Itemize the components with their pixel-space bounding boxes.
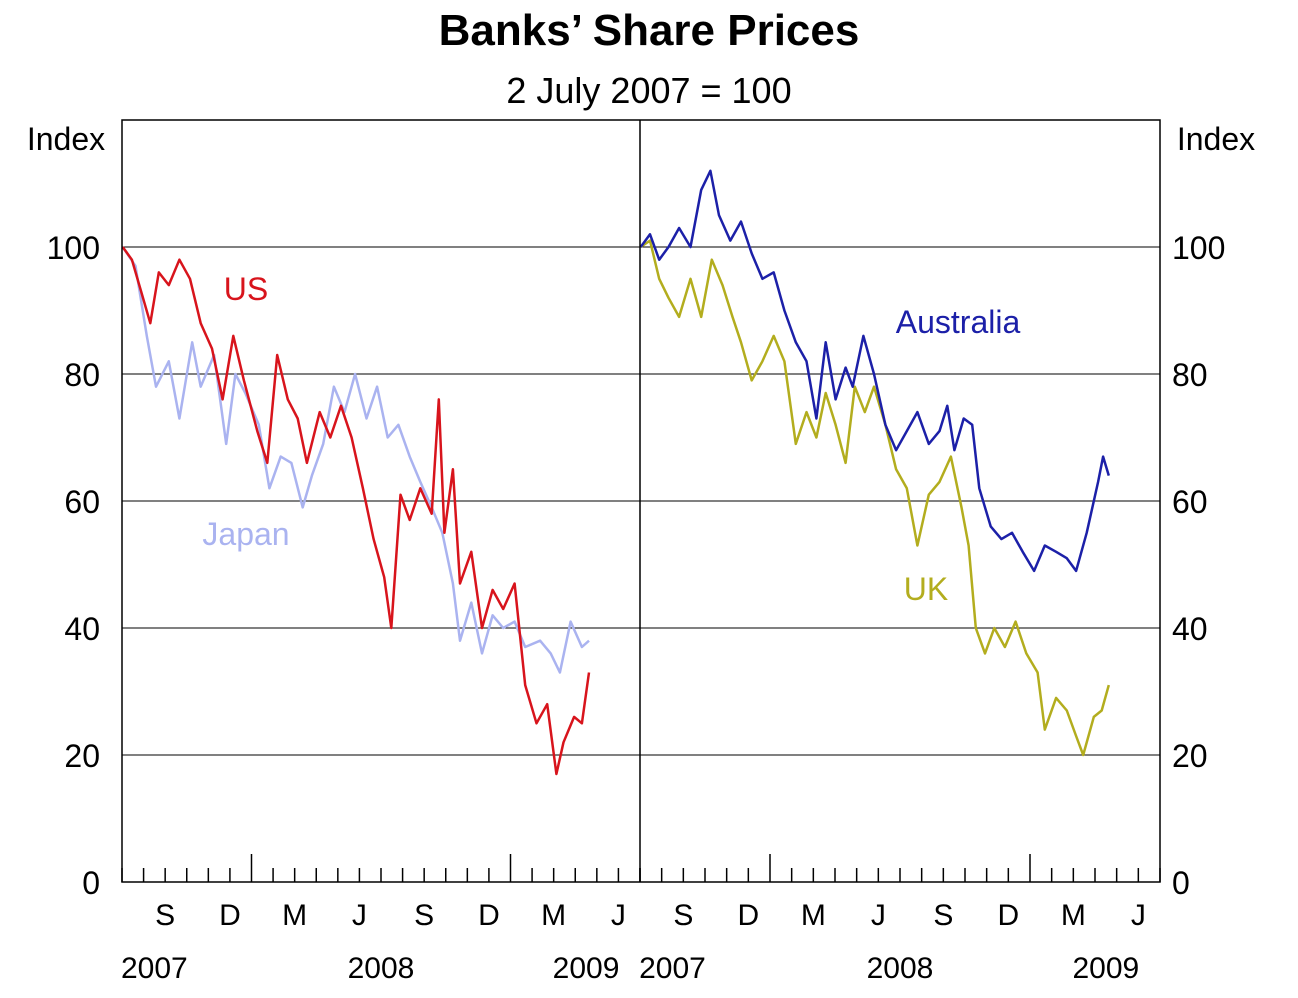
y-tick-label-left: 100	[47, 230, 100, 266]
y-tick-label-left: 80	[64, 357, 100, 393]
y-tick-label-left: 20	[64, 738, 100, 774]
y-tick-label-right: 60	[1172, 484, 1208, 520]
y-tick-label-left: 40	[64, 611, 100, 647]
series-label-australia: Australia	[896, 304, 1021, 340]
x-year-label: 2008	[348, 952, 415, 985]
x-month-label: J	[611, 899, 626, 932]
series-line-uk	[639, 239, 1111, 757]
y-tick-label-right: 20	[1172, 738, 1208, 774]
x-year-label: 2009	[1072, 952, 1139, 985]
grid-lines	[122, 246, 1160, 756]
chart-subtitle: 2 July 2007 = 100	[506, 70, 792, 111]
x-month-label: D	[478, 899, 500, 932]
y-tick-label-right: 100	[1172, 230, 1225, 266]
series-label-us: US	[224, 271, 268, 307]
y-axis-label-right: Index	[1177, 121, 1255, 157]
series-line-us	[121, 246, 591, 776]
x-month-label: J	[352, 899, 367, 932]
axis-labels: 0 0 20 20 40 40 60 60 80 80 100 100 S D M J S D M J 2007 2008…	[47, 230, 1226, 985]
y-axis-label-left: Index	[27, 121, 105, 157]
x-month-label: S	[673, 899, 693, 932]
series-line-australia	[639, 169, 1110, 573]
x-month-label: S	[155, 899, 175, 932]
x-year-label: 2009	[553, 952, 620, 985]
x-month-label: J	[871, 899, 886, 932]
plot-frame	[121, 119, 1161, 883]
x-month-label: S	[414, 899, 434, 932]
series-label-uk: UK	[904, 571, 948, 607]
y-tick-label-left: 60	[64, 484, 100, 520]
x-year-label: 2007	[121, 952, 188, 985]
axis-ticks	[121, 854, 1161, 882]
series-line-japan	[121, 246, 590, 674]
y-tick-label-right: 80	[1172, 357, 1208, 393]
x-year-label: 2008	[867, 952, 934, 985]
x-month-label: M	[1061, 899, 1086, 932]
plot-border	[121, 119, 1161, 883]
x-month-label: M	[541, 899, 566, 932]
series-label-japan: Japan	[202, 516, 289, 552]
x-month-label: J	[1131, 899, 1146, 932]
x-month-label: M	[282, 899, 307, 932]
x-month-label: D	[219, 899, 241, 932]
x-year-label: 2007	[639, 952, 706, 985]
y-tick-label-right: 0	[1172, 865, 1190, 901]
series-lines	[121, 169, 1111, 776]
x-month-label: M	[801, 899, 826, 932]
y-tick-label-right: 40	[1172, 611, 1208, 647]
x-month-label: S	[933, 899, 953, 932]
x-month-label: D	[997, 899, 1019, 932]
x-month-label: D	[737, 899, 759, 932]
y-tick-label-left: 0	[82, 865, 100, 901]
chart-title: Banks’ Share Prices	[438, 6, 860, 55]
